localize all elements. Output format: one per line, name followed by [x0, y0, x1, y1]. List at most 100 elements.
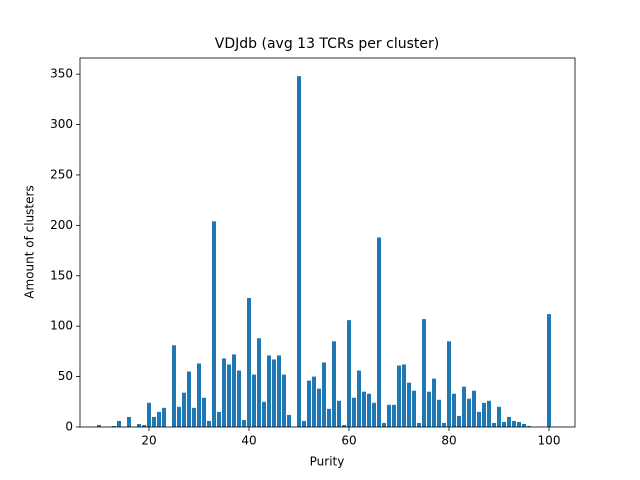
bar — [307, 380, 311, 427]
bar — [182, 392, 186, 427]
y-tick-label: 150 — [50, 268, 73, 282]
bar — [477, 411, 481, 427]
bar — [357, 370, 361, 427]
bar — [407, 382, 411, 427]
bar — [112, 425, 116, 427]
bar — [457, 415, 461, 427]
bar — [517, 421, 521, 427]
bar — [452, 393, 456, 427]
bar — [242, 419, 246, 427]
chart-title: VDJdb (avg 13 TCRs per cluster) — [215, 36, 439, 52]
bar — [172, 345, 176, 427]
y-tick-label: 50 — [58, 369, 73, 383]
bar — [327, 408, 331, 427]
plot-frame — [79, 57, 576, 428]
bar — [222, 358, 226, 427]
bar — [287, 414, 291, 427]
bar — [422, 319, 426, 427]
bar — [512, 420, 516, 427]
bar — [412, 390, 416, 427]
bar — [547, 314, 551, 427]
bar — [227, 364, 231, 427]
bar — [127, 416, 131, 427]
bar — [487, 400, 491, 427]
bar — [417, 422, 421, 427]
bar — [257, 338, 261, 427]
bar — [297, 76, 301, 428]
y-axis-label: Amount of clusters — [23, 185, 37, 298]
bar — [302, 420, 306, 427]
x-tick-label: 100 — [538, 434, 561, 448]
bar — [507, 416, 511, 427]
bar — [207, 420, 211, 427]
bar — [472, 390, 476, 427]
y-tick-label: 200 — [50, 218, 73, 232]
x-tick-label: 60 — [341, 434, 356, 448]
bar — [522, 423, 526, 427]
bar — [492, 422, 496, 427]
bar — [397, 365, 401, 427]
bar — [352, 397, 356, 427]
bar — [212, 221, 216, 427]
bar — [377, 237, 381, 427]
bar — [217, 411, 221, 427]
bar — [147, 402, 151, 427]
bar — [497, 406, 501, 427]
bar — [337, 400, 341, 427]
bar — [157, 411, 161, 427]
bar — [187, 371, 191, 427]
bar — [347, 320, 351, 427]
y-tick-label: 250 — [50, 167, 73, 181]
y-tick-label: 300 — [50, 117, 73, 131]
bar — [267, 355, 271, 427]
bar — [137, 423, 141, 427]
bar — [162, 407, 166, 427]
bar — [447, 341, 451, 427]
bar — [277, 355, 281, 427]
y-tick-label: 100 — [50, 319, 73, 333]
bar — [482, 402, 486, 427]
bar — [247, 297, 251, 427]
bar — [262, 401, 266, 427]
bar — [372, 402, 376, 427]
x-axis-label: Purity — [310, 455, 345, 469]
bar — [282, 374, 286, 427]
bar — [467, 398, 471, 427]
bar — [317, 388, 321, 427]
bar — [367, 393, 371, 427]
bar — [362, 391, 366, 427]
bar — [197, 363, 201, 427]
bar — [117, 420, 121, 427]
bar — [192, 407, 196, 427]
bar — [237, 370, 241, 427]
bar — [502, 421, 506, 427]
x-tick-label: 40 — [241, 434, 256, 448]
x-tick-label: 20 — [141, 434, 156, 448]
bar — [332, 341, 336, 427]
bar — [342, 424, 346, 427]
bar — [392, 404, 396, 427]
bar — [97, 424, 101, 427]
bar — [527, 425, 531, 427]
bar — [387, 404, 391, 427]
x-tick-label: 80 — [441, 434, 456, 448]
bar — [432, 378, 436, 427]
bar — [382, 422, 386, 427]
bar — [202, 397, 206, 427]
bar — [427, 391, 431, 427]
bar — [437, 399, 441, 427]
bar — [142, 424, 146, 427]
bar — [252, 374, 256, 427]
bar — [442, 422, 446, 427]
bar — [272, 359, 276, 427]
bar — [312, 376, 316, 427]
y-tick-label: 0 — [65, 420, 73, 434]
bar — [322, 362, 326, 427]
bar — [152, 416, 156, 427]
y-tick-label: 350 — [50, 67, 73, 81]
bar — [177, 406, 181, 427]
bar — [402, 364, 406, 427]
bar — [462, 386, 466, 427]
